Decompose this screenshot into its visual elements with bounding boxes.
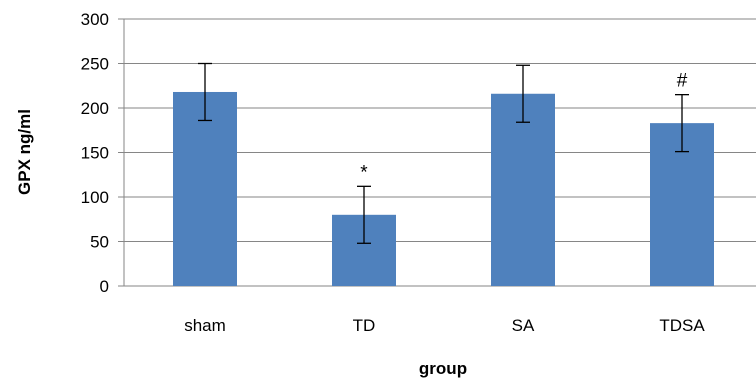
y-tick-label: 100 (81, 188, 109, 207)
error-bar-sham (198, 62, 212, 122)
error-bar-sa (516, 64, 530, 123)
bar-sham (173, 91, 237, 286)
x-axis-title: group (419, 359, 467, 378)
y-axis-ticks: 0 50 100 150 200 250 300 (81, 10, 124, 296)
y-tick-label: 0 (100, 277, 109, 296)
category-label: TDSA (659, 316, 705, 335)
y-tick-label: 50 (90, 233, 109, 252)
bar-sa (491, 93, 555, 286)
y-tick-label: 250 (81, 55, 109, 74)
y-tick-label: 200 (81, 99, 109, 118)
significance-marks: *# (360, 71, 687, 184)
bars (173, 91, 714, 286)
y-tick-label: 300 (81, 10, 109, 29)
y-tick-label: 150 (81, 144, 109, 163)
error-bars (198, 62, 689, 244)
category-label: SA (512, 316, 535, 335)
category-label: sham (184, 316, 226, 335)
error-bar-td (357, 185, 371, 244)
y-axis-title: GPX ng/ml (15, 109, 34, 195)
category-label: TD (353, 316, 376, 335)
error-bar-tdsa (675, 94, 689, 153)
significance-mark: * (360, 162, 368, 183)
x-axis-categories: sham TD SA TDSA (184, 316, 705, 335)
significance-mark: # (677, 71, 688, 92)
